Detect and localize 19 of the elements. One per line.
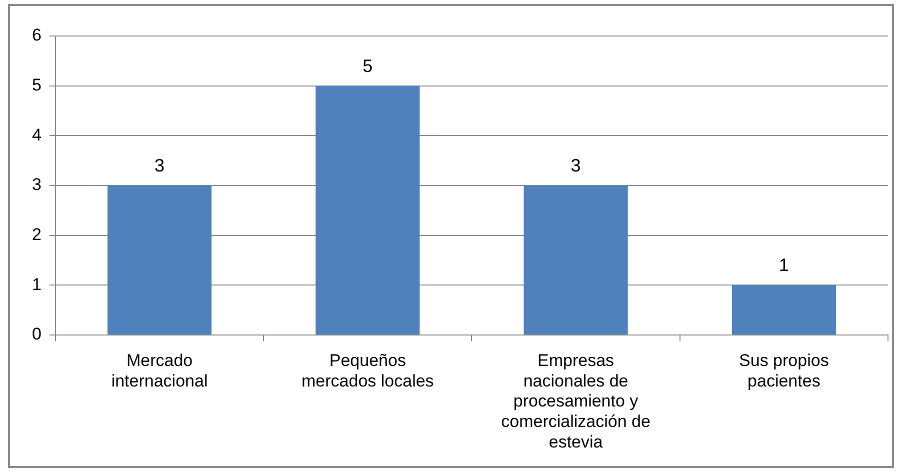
data-label: 3 [154, 155, 165, 176]
bar [524, 186, 628, 334]
x-tick-label: Pequeños mercados locales [302, 350, 434, 390]
y-tick-label: 6 [32, 26, 42, 45]
y-tick-label: 4 [32, 125, 42, 144]
y-tick-label: 3 [32, 175, 42, 194]
bar [732, 285, 836, 334]
y-tick-label: 5 [32, 76, 42, 95]
data-label: 1 [778, 255, 789, 276]
bar [316, 86, 420, 334]
x-tick-label: Sus propios pacientes [739, 350, 829, 390]
data-label: 5 [362, 56, 373, 76]
y-tick-label: 1 [32, 274, 42, 294]
bar [107, 186, 212, 334]
data-label: 3 [570, 155, 581, 176]
y-tick-label: 0 [32, 324, 42, 344]
y-tick-label: 2 [32, 225, 42, 244]
x-tick-label: Empresas nacionales de procesamiento y comercialización de estevia [501, 350, 650, 452]
x-tick-label: Mercado internacional [111, 350, 208, 390]
